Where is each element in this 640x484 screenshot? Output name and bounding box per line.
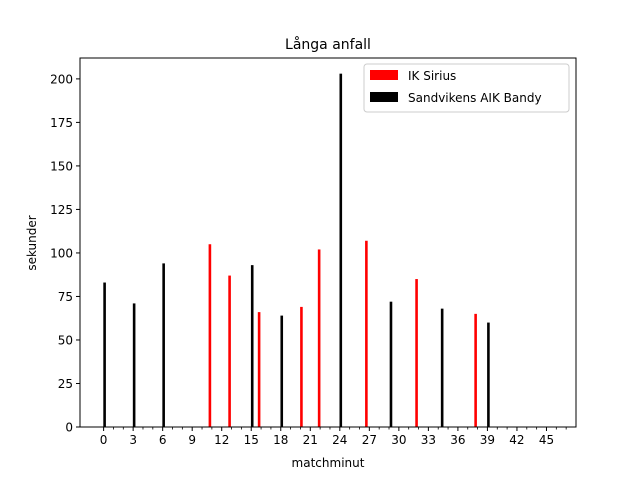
bar-ik-sirius-7	[474, 313, 477, 427]
y-tick-label-7: 175	[50, 116, 73, 130]
x-tick-label-13: 39	[480, 433, 495, 447]
bars-layer	[103, 73, 490, 428]
bar-ik-sirius-5	[365, 240, 368, 427]
y-axis-label: sekunder	[25, 215, 39, 270]
y-tick-label-4: 100	[50, 246, 73, 260]
plot-frame	[79, 57, 577, 428]
axes-layer: 0 3 6 9 12 15 18 21 24 27 30 33 36 39 42 45025507510012…	[50, 57, 577, 447]
x-tick-label-1: 3	[129, 433, 137, 447]
x-tick-label-7: 21	[303, 433, 318, 447]
bar-sandvikens-aik-bandy-2	[162, 263, 165, 427]
bar-sandvikens-aik-bandy-1	[132, 303, 136, 427]
bar-ik-sirius-0	[208, 244, 212, 427]
bar-ik-sirius-1	[228, 275, 231, 427]
x-axis-label: matchminut	[292, 456, 365, 470]
x-tick-label-3: 9	[188, 433, 196, 447]
bar-ik-sirius-2	[257, 312, 261, 427]
bar-sandvikens-aik-bandy-8	[487, 322, 490, 427]
x-tick-label-0: 0	[100, 433, 108, 447]
y-tick-label-5: 125	[50, 203, 73, 217]
legend-label-sandvikens-aik-bandy: Sandvikens AIK Bandy	[408, 91, 542, 105]
x-tick-label-10: 30	[391, 433, 406, 447]
bar-ik-sirius-6	[415, 279, 418, 427]
bar-sandvikens-aik-bandy-7	[440, 308, 444, 427]
bar-sandvikens-aik-bandy-3	[250, 265, 254, 427]
legend-frame	[363, 63, 570, 113]
bar-sandvikens-aik-bandy-6	[389, 301, 393, 427]
x-tick-label-8: 24	[332, 433, 347, 447]
x-tick-label-6: 18	[273, 433, 288, 447]
x-tick-label-2: 6	[159, 433, 167, 447]
bar-sandvikens-aik-bandy-0	[103, 282, 106, 427]
bar-sandvikens-aik-bandy-4	[280, 315, 284, 427]
y-tick-label-2: 50	[58, 333, 73, 347]
x-tick-label-14: 42	[509, 433, 524, 447]
x-tick-label-15: 45	[539, 433, 554, 447]
bar-sandvikens-aik-bandy-5	[339, 73, 343, 428]
y-tick-label-6: 150	[50, 159, 73, 173]
y-tick-label-3: 75	[58, 290, 73, 304]
legend-label-ik-sirius: IK Sirius	[408, 69, 456, 83]
x-tick-label-12: 36	[450, 433, 465, 447]
x-tick-label-4: 12	[214, 433, 229, 447]
x-tick-label-11: 33	[421, 433, 436, 447]
legend-swatch-sandvikens-aik-bandy	[370, 92, 398, 102]
y-tick-label-1: 25	[58, 377, 73, 391]
bar-ik-sirius-3	[300, 306, 303, 427]
bar-ik-sirius-4	[317, 249, 321, 427]
y-tick-label-8: 200	[50, 72, 73, 86]
legend-swatch-ik-sirius	[370, 70, 398, 80]
x-tick-label-5: 15	[244, 433, 259, 447]
x-tick-label-9: 27	[362, 433, 377, 447]
y-tick-label-0: 0	[65, 421, 73, 435]
chart-title: Långa anfall	[285, 36, 371, 53]
legend: IK Sirius Sandvikens AIK Bandy	[363, 63, 570, 113]
